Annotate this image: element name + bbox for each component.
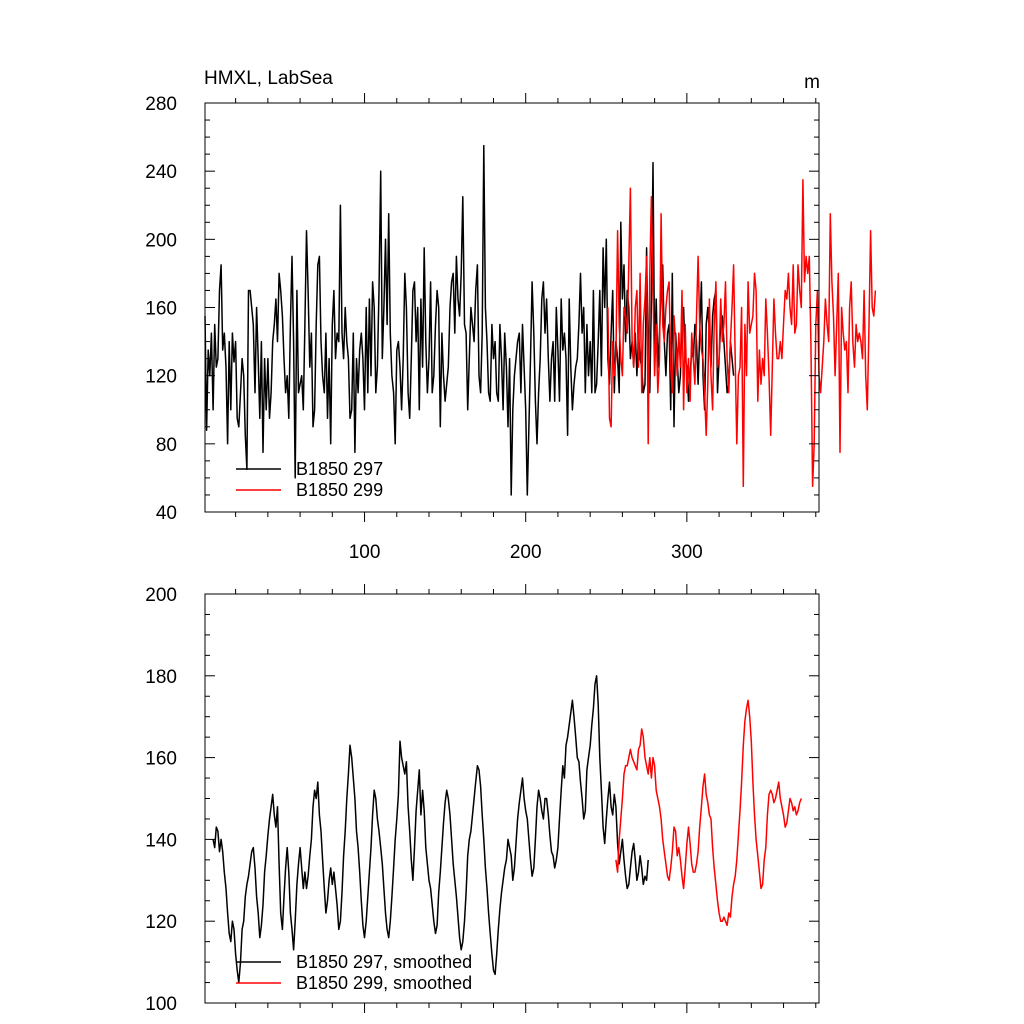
top-ytick-label: 240 bbox=[145, 162, 177, 183]
top-xtick-label: 100 bbox=[349, 542, 381, 563]
top-ytick-label: 80 bbox=[156, 435, 177, 456]
bottom-plot-frame bbox=[204, 593, 820, 1004]
top-xtick-label: 200 bbox=[510, 542, 542, 563]
top-ytick-label: 200 bbox=[145, 230, 177, 251]
bottom-ytick-label: 200 bbox=[145, 585, 177, 606]
bottom-ytick-label: 160 bbox=[145, 749, 177, 770]
top-ytick-label: 40 bbox=[156, 503, 177, 524]
top-legend: B1850 297 B1850 299 bbox=[236, 459, 383, 500]
top-series-line-1 bbox=[607, 178, 877, 488]
bottom-panel: B1850 297, smoothed B1850 299, smoothed … bbox=[145, 584, 820, 1015]
legend-label-297-smoothed: B1850 297, smoothed bbox=[296, 952, 472, 972]
bottom-ytick-label: 100 bbox=[145, 994, 177, 1015]
legend-label-299-smoothed: B1850 299, smoothed bbox=[296, 973, 472, 993]
bottom-ytick-label: 140 bbox=[145, 830, 177, 851]
bottom-axis-ticks: 100 120 140 160 180 200 bbox=[145, 584, 819, 1015]
top-panel: HMXL, LabSea m B1850 297 B1850 299 40 80 1… bbox=[145, 68, 877, 563]
top-ytick-label: 280 bbox=[145, 94, 177, 115]
top-series-line-0 bbox=[204, 144, 735, 496]
bottom-ytick-label: 120 bbox=[145, 912, 177, 933]
top-ytick-label: 120 bbox=[145, 367, 177, 388]
bottom-series-line-0 bbox=[212, 675, 649, 984]
bottom-legend: B1850 297, smoothed B1850 299, smoothed bbox=[236, 952, 472, 993]
top-ytick-label: 160 bbox=[145, 299, 177, 320]
top-axis-ticks: 40 80 120 160 200 240 280 100 200 300 bbox=[145, 93, 819, 563]
top-series-group bbox=[204, 144, 877, 496]
legend-label-297: B1850 297 bbox=[296, 459, 383, 479]
bottom-ytick-label: 180 bbox=[145, 667, 177, 688]
top-xtick-label: 300 bbox=[671, 542, 703, 563]
chart-title: HMXL, LabSea bbox=[204, 68, 333, 89]
bottom-series-line-1 bbox=[615, 699, 802, 927]
bottom-series-group bbox=[212, 675, 802, 984]
legend-label-299: B1850 299 bbox=[296, 480, 383, 500]
units-label: m bbox=[804, 72, 820, 93]
